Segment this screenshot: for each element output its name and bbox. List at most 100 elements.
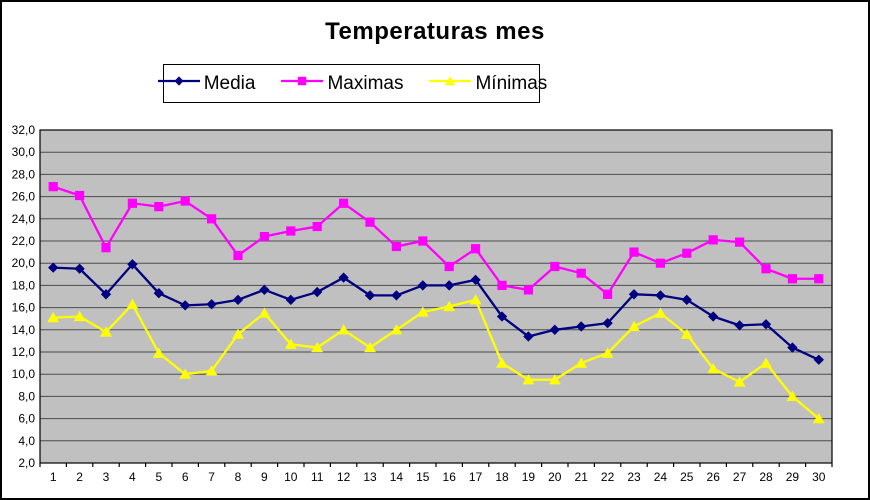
svg-text:22: 22: [601, 470, 615, 484]
data-point-marker: [603, 289, 613, 299]
svg-text:21: 21: [575, 470, 589, 484]
maximas-line-marker-icon: [279, 74, 325, 93]
data-point-marker: [522, 374, 535, 385]
legend-label-minimas: Mínimas: [475, 72, 548, 94]
data-point-marker: [365, 217, 375, 227]
data-point-marker: [126, 298, 139, 309]
data-point-marker: [152, 347, 165, 358]
svg-text:28: 28: [759, 470, 773, 484]
data-point-marker: [469, 294, 482, 305]
data-point-marker: [100, 289, 112, 300]
data-point-marker: [523, 285, 533, 295]
data-point-marker: [601, 347, 614, 358]
data-point-marker: [471, 244, 481, 254]
svg-text:17: 17: [469, 470, 483, 484]
data-point-marker: [48, 262, 59, 273]
data-point-marker: [708, 235, 718, 245]
data-point-marker: [470, 274, 481, 286]
data-point-marker: [311, 341, 324, 353]
data-point-marker: [814, 274, 824, 284]
svg-text:20,0: 20,0: [12, 256, 36, 270]
data-point-marker: [418, 236, 428, 246]
data-point-marker: [575, 357, 588, 368]
data-point-marker: [337, 324, 350, 335]
data-point-marker: [153, 288, 164, 299]
data-point-marker: [549, 324, 560, 335]
svg-text:12,0: 12,0: [12, 345, 36, 359]
svg-text:4,0: 4,0: [18, 434, 35, 448]
data-point-marker: [733, 376, 746, 387]
svg-text:6,0: 6,0: [18, 412, 35, 426]
data-point-marker: [364, 341, 376, 353]
series-maximas: [48, 182, 824, 299]
svg-text:26,0: 26,0: [12, 190, 36, 204]
svg-text:12: 12: [337, 470, 351, 484]
svg-text:18,0: 18,0: [12, 278, 36, 292]
x-axis-ticks: [39, 463, 833, 467]
data-point-marker: [154, 201, 164, 212]
data-point-marker: [628, 289, 640, 300]
data-point-marker: [338, 272, 349, 283]
data-point-marker: [47, 311, 60, 323]
data-point-marker: [654, 307, 667, 318]
data-point-marker: [681, 294, 692, 305]
y-axis-labels: 32,0 30,0 28,0 26,0 24,0 22,0 20,0 18,0 16,0 14,0…: [12, 123, 36, 470]
data-point-marker: [205, 365, 218, 376]
data-point-marker: [232, 294, 244, 305]
svg-text:8: 8: [235, 470, 242, 484]
svg-text:7: 7: [208, 470, 215, 484]
data-point-marker: [550, 261, 560, 272]
svg-text:10: 10: [284, 470, 298, 484]
series-minimas: [47, 294, 825, 424]
plot-background: [40, 130, 832, 463]
data-point-marker: [708, 311, 719, 322]
svg-text:19: 19: [522, 470, 536, 484]
data-point-marker: [207, 214, 217, 224]
data-point-marker: [127, 198, 137, 208]
data-point-marker: [760, 319, 772, 330]
data-point-marker: [548, 374, 561, 385]
data-point-marker: [707, 363, 720, 374]
svg-text:32,0: 32,0: [12, 123, 36, 137]
series-line: [53, 298, 820, 420]
data-point-marker: [74, 263, 85, 274]
data-point-marker: [364, 290, 376, 301]
data-point-marker: [286, 226, 296, 236]
data-point-marker: [206, 299, 217, 310]
svg-text:25: 25: [680, 470, 694, 484]
svg-text:20: 20: [548, 470, 562, 484]
data-point-marker: [444, 261, 454, 272]
data-point-marker: [417, 280, 428, 291]
data-point-marker: [285, 294, 296, 305]
legend: Media Maximas Mínimas: [157, 64, 547, 103]
svg-text:13: 13: [363, 470, 377, 484]
data-point-marker: [576, 268, 586, 278]
data-point-marker: [233, 250, 243, 261]
data-point-marker: [101, 243, 111, 253]
data-point-marker: [443, 300, 456, 312]
legend-label-maximas: Maximas: [327, 72, 404, 94]
svg-text:4: 4: [129, 470, 136, 484]
data-point-marker: [391, 290, 402, 301]
data-point-marker: [127, 259, 138, 270]
data-point-marker: [284, 338, 297, 349]
data-point-marker: [497, 280, 507, 290]
svg-text:28,0: 28,0: [12, 167, 36, 181]
svg-text:11: 11: [311, 470, 324, 484]
svg-text:8,0: 8,0: [18, 389, 35, 403]
svg-text:29: 29: [786, 470, 800, 484]
legend-item-media: Media: [156, 73, 255, 95]
data-point-marker: [232, 328, 244, 339]
svg-text:2: 2: [76, 470, 83, 484]
data-point-marker: [390, 324, 403, 335]
data-point-marker: [312, 221, 322, 232]
svg-text:30,0: 30,0: [12, 145, 36, 159]
svg-text:24: 24: [654, 470, 668, 484]
svg-text:3: 3: [103, 470, 110, 484]
data-point-marker: [444, 280, 455, 291]
svg-text:15: 15: [416, 470, 430, 484]
data-point-marker: [258, 307, 271, 318]
svg-text:24,0: 24,0: [12, 212, 36, 226]
media-line-marker-icon: [156, 74, 202, 93]
